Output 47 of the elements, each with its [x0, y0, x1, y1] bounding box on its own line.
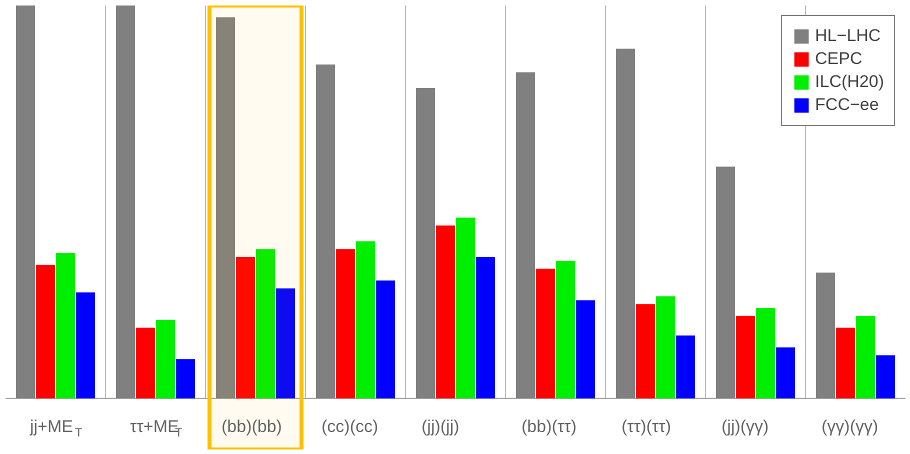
bar	[536, 268, 555, 398]
bar	[216, 17, 235, 398]
bar	[136, 328, 155, 398]
bar	[276, 288, 295, 398]
x-tick-label: (bb)(ττ)	[522, 416, 576, 436]
bar	[556, 260, 575, 398]
bar	[776, 347, 795, 398]
bar	[756, 308, 775, 398]
legend-label: HL−LHC	[815, 26, 881, 46]
bar	[716, 166, 735, 398]
bar	[516, 72, 535, 398]
legend-label: FCC−ee	[815, 95, 879, 115]
bar	[376, 280, 395, 398]
bar	[616, 48, 635, 398]
bar	[416, 88, 435, 398]
bar	[456, 218, 475, 398]
bar	[576, 300, 595, 398]
bar	[836, 328, 855, 398]
bar	[636, 304, 655, 398]
x-tick-label: (γγ)(γγ)	[822, 416, 878, 436]
bar	[16, 6, 35, 398]
bar	[176, 359, 195, 398]
bar	[256, 249, 275, 398]
bar	[476, 256, 495, 398]
bar	[876, 355, 895, 398]
bar	[316, 64, 335, 398]
bar	[676, 336, 695, 398]
bar	[816, 272, 835, 398]
bar	[336, 249, 355, 398]
bar	[436, 226, 455, 398]
legend-label: CEPC	[815, 49, 862, 69]
bar	[856, 316, 875, 398]
bar	[236, 256, 255, 398]
x-tick-label: (bb)(bb)	[222, 416, 282, 436]
bar	[156, 320, 175, 398]
x-tick-label: (jj)(jj)	[422, 416, 460, 436]
legend-label: ILC(H20)	[815, 72, 884, 92]
bar	[356, 241, 375, 398]
bar	[736, 316, 755, 398]
bar	[656, 296, 675, 398]
x-tick-label: (jj)(γγ)	[722, 416, 769, 436]
bar	[36, 264, 55, 398]
bar	[76, 292, 95, 398]
x-tick-label: (ττ)(ττ)	[622, 416, 672, 436]
bar	[56, 253, 75, 398]
x-tick-label: (cc)(cc)	[322, 416, 378, 436]
bar	[116, 6, 135, 398]
